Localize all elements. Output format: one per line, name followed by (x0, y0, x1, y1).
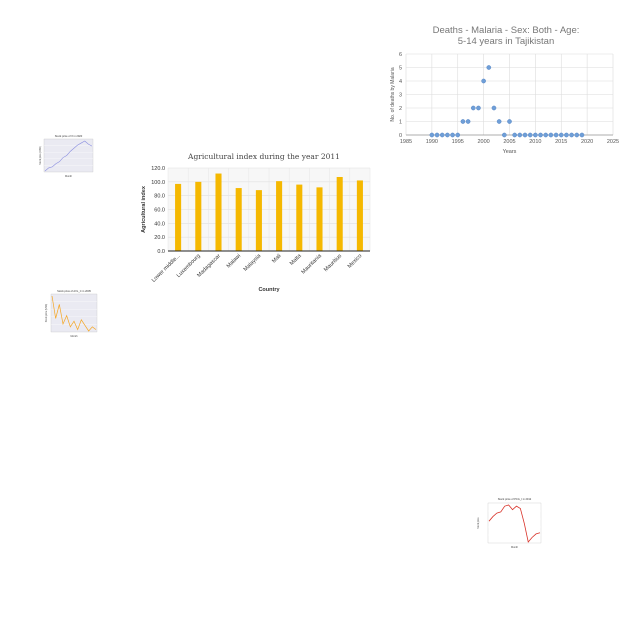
plot-area (50, 293, 98, 333)
scatter-point (434, 132, 440, 138)
x-tick-label: 1985 (400, 139, 412, 145)
y-axis-label: Stock price (USD) (45, 304, 48, 323)
chart-title: Agricultural index during the year 2011 (187, 152, 340, 161)
y-axis-label: Stock price (USD) (39, 146, 42, 165)
malaria-scatter-chart: Deaths - Malaria - Sex: Both - Age: 5-14 … (390, 25, 619, 155)
data-line (44, 140, 93, 172)
scatter-point (512, 132, 517, 138)
scatter-point (517, 132, 523, 138)
x-tick-label: Mauritania (301, 253, 324, 276)
scatter-point (538, 132, 543, 138)
x-tick-label: Malawi (226, 253, 242, 269)
scatter-point (507, 119, 512, 124)
x-tick-label: 1995 (452, 139, 464, 145)
data-line (488, 504, 541, 543)
y-axis-label: Stock price (477, 517, 480, 529)
scatter-point (527, 132, 533, 138)
y-axis-label: No. of deaths by Malaria (390, 67, 396, 121)
scatter-point (564, 132, 569, 138)
scatter-point (558, 132, 564, 138)
scatter-point (455, 132, 461, 138)
y-tick-label: 6 (399, 52, 402, 58)
x-tick-label: 2025 (607, 139, 619, 145)
bar (296, 184, 303, 251)
x-tick-label: Mexico (347, 253, 364, 270)
stock-line-chart-small-3: Stock price of PCG_I in 2012 Month Stock p… (477, 497, 542, 549)
scatter-point (460, 119, 466, 124)
x-tick-label: Mali (271, 253, 282, 264)
scatter-point (439, 132, 445, 138)
bar (215, 173, 222, 251)
y-tick-label: 0.0 (157, 249, 165, 255)
scatter-point (533, 132, 538, 138)
bar (255, 190, 262, 251)
y-tick-label: 100.0 (151, 180, 165, 186)
bar (276, 181, 283, 251)
x-tick-label: 2000 (478, 139, 490, 145)
y-tick-label: 40.0 (154, 221, 165, 227)
scatter-point (450, 132, 455, 138)
x-tick-label: Lower middle... (151, 253, 182, 284)
scatter-point (476, 105, 481, 111)
y-tick-label: 120.0 (151, 166, 165, 172)
x-tick-label: 2005 (503, 139, 515, 145)
x-tick-label: 2010 (529, 139, 541, 145)
scatter-point (574, 132, 580, 138)
bar (316, 187, 323, 251)
x-tick-label: 1990 (426, 139, 438, 145)
chart-title: Deaths - Malaria - Sex: Both - Age: 5-14 … (433, 25, 580, 47)
x-tick-label: 2020 (581, 139, 593, 145)
x-tick-label: 2015 (555, 139, 567, 145)
stock-line-chart-small-2: Stock price of AXL_C in 2005 Month Stock p… (45, 289, 98, 338)
bar (195, 181, 202, 251)
scatter-point (465, 119, 471, 124)
scatter-point (553, 132, 559, 138)
scatter-point (429, 132, 435, 138)
bar (175, 183, 182, 251)
x-axis-label: Years (503, 149, 517, 155)
y-tick-label: 20.0 (154, 235, 165, 241)
stock-line-chart-small-1: Stock price of X in 2020 Month Stock price… (39, 134, 94, 178)
scatter-point (481, 78, 486, 84)
x-tick-label: Mauritius (323, 253, 343, 273)
y-tick-label: 60.0 (154, 208, 165, 214)
agricultural-bar-chart: Agricultural index during the year 2011 0… (141, 152, 371, 293)
scatter-point (522, 132, 528, 138)
x-axis-label: Month (511, 546, 519, 549)
plot-area (43, 138, 94, 173)
scatter-point (491, 105, 497, 111)
y-axis-label: Agricultural index (141, 185, 147, 233)
scatter-point (486, 65, 492, 70)
x-axis-label: Month (71, 335, 79, 338)
x-tick-label: Malta (289, 253, 303, 267)
x-tick-label: Malaysia (243, 253, 263, 273)
x-axis-label: Month (65, 175, 73, 178)
y-tick-label: 2 (399, 106, 402, 112)
y-tick-label: 0 (399, 133, 402, 139)
plot-area (487, 502, 542, 544)
scatter-point (569, 132, 574, 138)
scatter-point (496, 119, 502, 124)
bar (235, 188, 242, 251)
bar (356, 180, 363, 251)
y-tick-label: 1 (399, 120, 402, 126)
scatter-point (543, 132, 549, 138)
y-tick-label: 80.0 (154, 194, 165, 200)
scatter-point (579, 132, 585, 138)
x-axis-label: Country (258, 287, 280, 293)
scatter-point (548, 132, 554, 138)
scatter-point (502, 132, 507, 138)
chart-title: Stock price of X in 2020 (55, 134, 83, 138)
scatter-point (445, 132, 450, 138)
y-tick-label: 3 (399, 93, 402, 99)
chart-title: Stock price of AXL_C in 2005 (57, 289, 91, 293)
data-line (51, 295, 97, 332)
chart-title: Stock price of PCG_I in 2012 (498, 497, 532, 501)
y-tick-label: 5 (399, 66, 402, 72)
bar (336, 176, 343, 251)
y-tick-label: 4 (399, 79, 402, 85)
scatter-point (470, 105, 476, 111)
